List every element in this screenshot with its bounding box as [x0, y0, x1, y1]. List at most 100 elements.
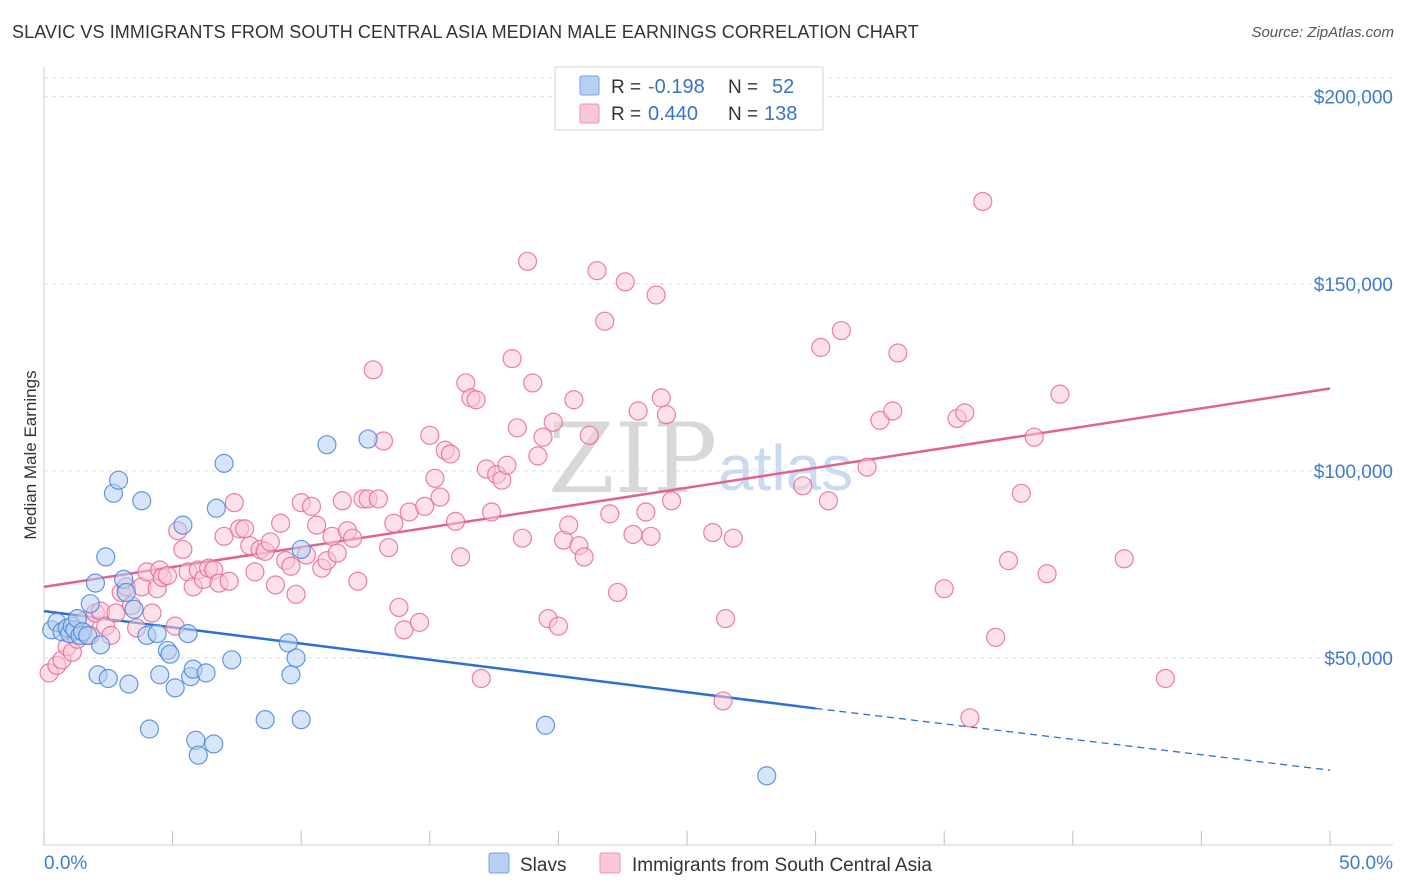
watermark: ZIP atlas — [548, 403, 853, 515]
y-tick-label: $200,000 — [1314, 88, 1393, 109]
data-point-immigrants — [1050, 384, 1070, 404]
data-point-slavs — [85, 573, 106, 593]
data-point-immigrants — [389, 597, 409, 618]
data-point-immigrants — [286, 584, 306, 604]
data-point-immigrants — [409, 612, 430, 632]
legend-n-label-0: N = — [728, 77, 758, 98]
data-points — [39, 191, 1175, 786]
data-point-immigrants — [646, 285, 666, 305]
data-point-immigrants — [415, 496, 435, 516]
data-point-slavs — [150, 665, 170, 685]
data-point-immigrants — [363, 360, 383, 380]
legend-r-value-0: -0.198 — [648, 76, 705, 98]
data-point-immigrants — [661, 491, 682, 511]
data-point-immigrants — [715, 609, 736, 629]
data-point-immigrants — [811, 337, 831, 357]
data-point-immigrants — [793, 476, 813, 496]
watermark-zip: ZIP — [548, 403, 717, 515]
data-point-immigrants — [430, 487, 450, 507]
data-point-slavs — [214, 453, 234, 473]
data-point-immigrants — [703, 522, 723, 543]
data-point-immigrants — [888, 343, 908, 363]
data-point-immigrants — [394, 620, 414, 640]
data-point-slavs — [188, 745, 208, 765]
chart-title: SLAVIC VS IMMIGRANTS FROM SOUTH CENTRAL … — [12, 22, 919, 42]
data-point-slavs — [278, 633, 298, 653]
data-point-immigrants — [723, 528, 743, 548]
data-point-slavs — [206, 498, 226, 518]
data-point-immigrants — [343, 528, 363, 548]
data-point-immigrants — [523, 373, 543, 393]
data-point-slavs — [96, 547, 116, 567]
data-point-immigrants — [831, 320, 851, 341]
data-point-immigrants — [1024, 427, 1044, 447]
axes — [43, 67, 1393, 846]
legend-swatch-immigrants-bottom — [599, 852, 621, 874]
data-point-immigrants — [497, 455, 517, 475]
stats-legend: R = -0.198 N = 52 R = 0.440 N = 138 — [554, 66, 824, 131]
legend-swatch-immigrants — [579, 103, 600, 124]
data-point-immigrants — [420, 425, 440, 445]
data-point-immigrants — [327, 543, 347, 563]
data-point-immigrants — [1037, 564, 1057, 584]
data-point-slavs — [535, 715, 556, 735]
data-point-immigrants — [587, 261, 607, 281]
data-point-immigrants — [564, 390, 584, 410]
data-point-immigrants — [656, 405, 677, 425]
data-point-immigrants — [998, 551, 1019, 571]
legend-label-immigrants: Immigrants from South Central Asia — [632, 855, 932, 876]
data-point-immigrants — [818, 491, 839, 511]
data-point-immigrants — [986, 627, 1006, 647]
data-point-immigrants — [1011, 483, 1031, 503]
data-point-immigrants — [543, 412, 563, 432]
data-point-immigrants — [466, 390, 486, 410]
data-point-immigrants — [157, 566, 178, 586]
y-tick-label: $50,000 — [1324, 649, 1393, 670]
data-point-immigrants — [471, 668, 491, 689]
data-point-immigrants — [445, 511, 466, 531]
data-point-immigrants — [623, 524, 643, 545]
data-point-slavs — [358, 429, 378, 449]
data-point-slavs — [291, 539, 311, 560]
data-point-immigrants — [348, 571, 368, 591]
data-point-immigrants — [1114, 549, 1134, 569]
data-point-immigrants — [512, 528, 532, 548]
data-point-slavs — [116, 582, 136, 603]
source-label: Source: ZipAtlas.com — [1251, 24, 1394, 41]
data-point-slavs — [108, 470, 129, 490]
data-point-immigrants — [595, 311, 615, 331]
data-point-immigrants — [502, 349, 522, 369]
data-point-slavs — [173, 515, 193, 535]
data-point-immigrants — [425, 468, 445, 488]
data-point-slavs — [222, 650, 242, 670]
data-point-slavs — [139, 719, 160, 739]
data-point-slavs — [286, 648, 306, 668]
data-point-immigrants — [636, 502, 656, 522]
data-point-immigrants — [451, 547, 471, 567]
data-point-immigrants — [607, 582, 628, 603]
y-tick-labels: $50,000 $100,000 $150,000 $200,000 — [1314, 88, 1393, 670]
data-point-immigrants — [142, 603, 162, 623]
data-point-immigrants — [574, 547, 594, 567]
series-legend: Slavs Immigrants from South Central Asia — [488, 852, 932, 876]
legend-n-value-0: 52 — [772, 76, 794, 98]
data-point-slavs — [757, 766, 777, 786]
data-point-immigrants — [307, 515, 327, 535]
data-point-slavs — [119, 674, 139, 694]
trend-line-slavs-extension — [815, 707, 1331, 771]
data-point-immigrants — [332, 491, 352, 511]
legend-n-value-1: 138 — [764, 103, 797, 125]
data-point-immigrants — [628, 401, 648, 421]
legend-label-slavs: Slavs — [520, 855, 566, 876]
data-point-immigrants — [1155, 668, 1175, 689]
legend-r-value-1: 0.440 — [648, 103, 698, 125]
data-point-immigrants — [384, 513, 404, 533]
data-point-immigrants — [271, 513, 291, 533]
data-point-immigrants — [219, 571, 239, 591]
y-tick-label: $100,000 — [1314, 462, 1393, 483]
data-point-immigrants — [528, 446, 548, 466]
y-tick-label: $150,000 — [1314, 275, 1393, 296]
data-point-slavs — [80, 594, 100, 614]
data-point-immigrants — [857, 457, 877, 477]
